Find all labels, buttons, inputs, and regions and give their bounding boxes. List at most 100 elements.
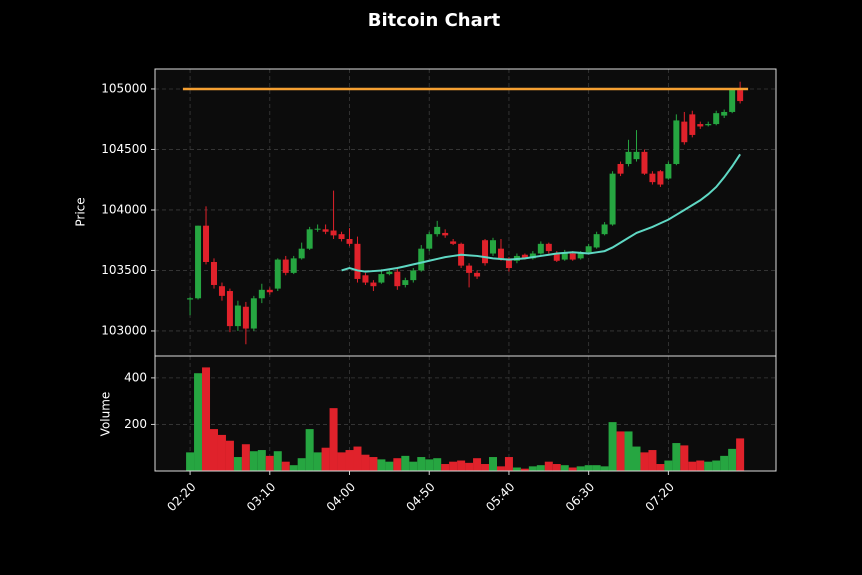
volume-bar	[520, 468, 529, 471]
candle-body	[641, 151, 648, 174]
volume-bar	[233, 457, 242, 471]
candle-body	[362, 275, 369, 283]
candle-body	[665, 163, 672, 179]
candle-body	[601, 224, 608, 235]
volume-bar	[696, 460, 705, 471]
candle-body	[553, 253, 560, 261]
volume-bar	[449, 461, 458, 471]
candle-body	[721, 111, 728, 116]
candle-body	[266, 289, 273, 293]
volume-bar	[313, 452, 322, 471]
candle-body	[474, 272, 481, 277]
candle-body	[258, 289, 265, 299]
candle-body	[593, 234, 600, 248]
volume-bar	[241, 444, 250, 471]
volume-bar	[353, 446, 362, 471]
volume-bar	[616, 431, 625, 471]
y-tick-label: 103500	[101, 263, 147, 277]
volume-bar	[321, 447, 330, 471]
volume-bar	[608, 422, 617, 471]
candle-body	[195, 225, 202, 299]
candle-body	[306, 229, 313, 249]
volume-bar	[441, 464, 450, 471]
candle-body	[274, 259, 281, 289]
candle-body	[322, 229, 329, 232]
volume-bar	[728, 448, 737, 471]
candle-body	[681, 121, 688, 143]
volume-bar	[361, 454, 370, 471]
candle-body	[609, 173, 616, 225]
candle-body	[521, 254, 528, 259]
volume-bar	[544, 461, 553, 471]
candle-body	[298, 248, 305, 259]
volume-bar	[369, 457, 378, 471]
volume-bar	[656, 464, 665, 471]
candle-body	[529, 253, 536, 259]
candle-body	[330, 230, 337, 236]
candle-body	[226, 291, 233, 327]
volume-bar	[664, 460, 673, 471]
candle-body	[378, 274, 385, 283]
volume-bar	[512, 467, 521, 471]
candle-body	[729, 88, 736, 112]
volume-bar	[481, 464, 490, 471]
volume-bar	[489, 457, 498, 471]
volume-bar	[329, 408, 338, 471]
volume-bar	[600, 466, 609, 471]
candle-body	[290, 258, 297, 273]
candle-body	[505, 258, 512, 269]
candle-body	[418, 248, 425, 271]
volume-bar	[712, 460, 721, 471]
volume-bar	[225, 440, 234, 471]
candle-body	[713, 113, 720, 125]
candle-body	[617, 163, 624, 174]
candle-body	[426, 234, 433, 249]
candle-body	[370, 282, 377, 287]
volume-bar	[584, 465, 593, 471]
volume-frame	[154, 355, 777, 472]
candle-body	[386, 271, 393, 275]
volume-bar	[401, 455, 410, 471]
candle-body	[537, 243, 544, 254]
volume-bar	[385, 461, 394, 471]
candle-body	[402, 280, 409, 285]
candle-body	[394, 271, 401, 287]
chart-title: Bitcoin Chart	[368, 10, 501, 31]
volume-bar	[632, 446, 641, 471]
candle-body	[346, 238, 353, 244]
volume-bar	[640, 452, 649, 471]
candle-body	[242, 306, 249, 329]
y-axis-label: Price	[74, 197, 88, 226]
volume-bar	[425, 459, 434, 471]
volume-bar	[249, 451, 258, 471]
candle-body	[585, 246, 592, 253]
volume-bar	[560, 465, 569, 471]
volume-bar	[568, 467, 577, 471]
y-tick-label: 400	[124, 370, 147, 384]
volume-bar	[648, 450, 657, 471]
candle-body	[354, 243, 361, 279]
candle-body	[442, 232, 449, 236]
volume-bar	[528, 466, 537, 471]
candle-body	[545, 243, 552, 252]
volume-bar	[409, 461, 418, 471]
candle-body	[314, 228, 321, 230]
volume-bar	[305, 429, 314, 471]
candle-body	[561, 252, 568, 260]
volume-bar	[688, 461, 697, 471]
volume-bar	[457, 460, 466, 471]
volume-bar	[720, 455, 729, 471]
candle-body	[218, 286, 225, 296]
candle-body	[657, 171, 664, 185]
volume-bar	[202, 367, 211, 471]
volume-bar	[433, 458, 442, 471]
y-tick-label: 104500	[101, 142, 147, 156]
candle-body	[633, 151, 640, 160]
candle-body	[450, 241, 457, 244]
volume-bar	[186, 452, 195, 471]
candle-body	[482, 240, 489, 264]
volume-bar	[672, 443, 681, 471]
volume-axis-label: Volume	[99, 392, 113, 437]
candle-body	[625, 151, 632, 164]
